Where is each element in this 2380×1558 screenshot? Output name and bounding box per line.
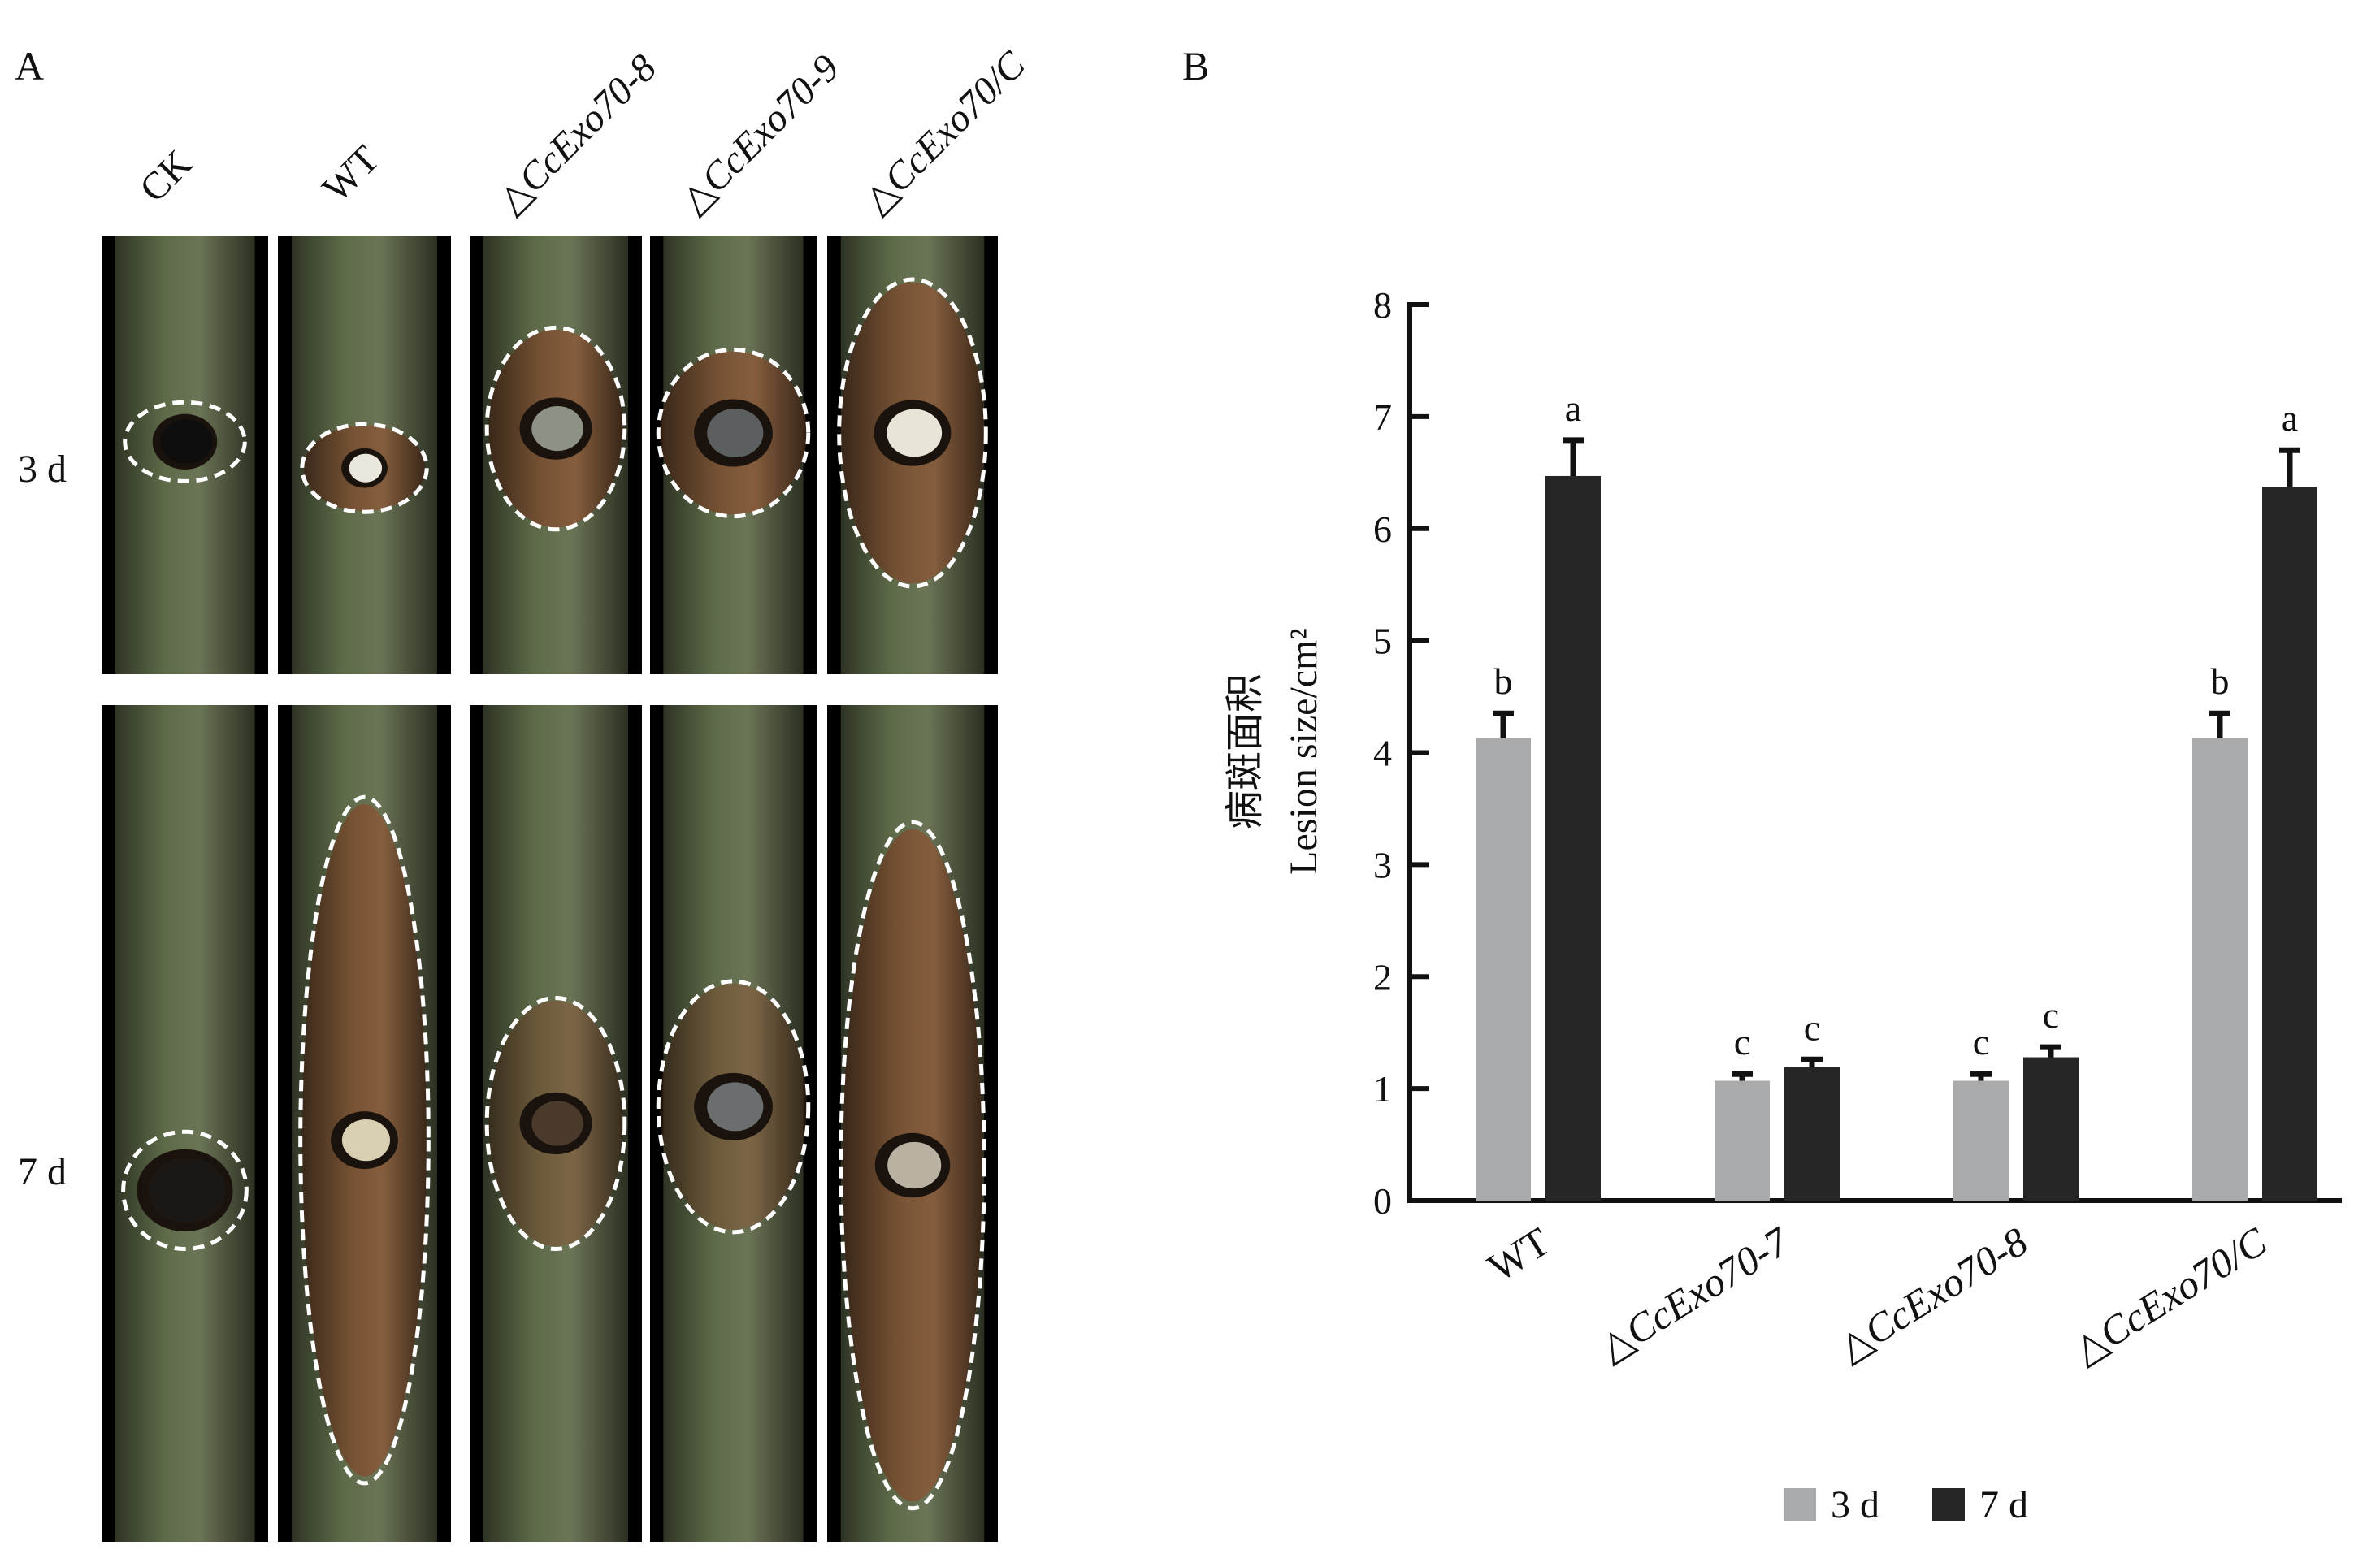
- error-bar: [1493, 710, 1514, 738]
- photo-cell: [102, 236, 268, 674]
- legend-label: 3 d: [1831, 1483, 1879, 1526]
- legend-label: 7 d: [1979, 1483, 2028, 1526]
- y-tick-label: 1: [1373, 1068, 1392, 1110]
- x-tick-label: △CcExo70-7: [1591, 1218, 1798, 1370]
- y-tick-label: 8: [1373, 284, 1392, 326]
- significance-label: c: [1734, 1021, 1750, 1062]
- error-bar: [1801, 1056, 1823, 1067]
- significance-label: b: [2211, 660, 2230, 702]
- significance-label: a: [2282, 397, 2298, 439]
- bar: [2192, 738, 2248, 1201]
- photo-cell: [278, 236, 451, 674]
- photo-cell: [278, 705, 451, 1542]
- photo-panel: A CK WT △CcExo70-8 △CcExo70-9 △CcExo70/C…: [0, 0, 1056, 1554]
- bar: [1953, 1080, 2009, 1201]
- x-tick-label: △CcExo70/C: [2065, 1218, 2274, 1373]
- row-label-3d: 3 d: [18, 448, 67, 491]
- significance-label: b: [1494, 660, 1513, 702]
- photo-cell: [650, 236, 817, 674]
- row-label-7d: 7 d: [18, 1150, 67, 1193]
- y-tick-label: 4: [1373, 733, 1392, 774]
- photo-cell: [470, 236, 642, 674]
- significance-label: c: [1973, 1021, 1989, 1062]
- bar: [1476, 738, 1531, 1201]
- photo-cell: [470, 705, 642, 1542]
- bar: [2262, 487, 2317, 1201]
- legend-swatch: [1932, 1488, 1965, 1521]
- error-bar: [1563, 437, 1584, 476]
- photo-grid: [102, 236, 998, 1542]
- error-bar: [1970, 1071, 1992, 1081]
- bar: [1715, 1080, 1770, 1201]
- error-bar: [2040, 1044, 2061, 1058]
- y-tick-label: 5: [1373, 621, 1392, 662]
- y-tick-label: 3: [1373, 844, 1392, 885]
- error-bar: [2209, 710, 2230, 738]
- y-axis-title: Lesion size/cm²: [1282, 628, 1325, 875]
- error-bar: [1732, 1071, 1753, 1081]
- photo-cell: [102, 705, 268, 1542]
- y-axis-title-cn: 病斑面积: [1224, 673, 1267, 829]
- bar: [1545, 475, 1601, 1201]
- x-tick-label: △CcExo70-8: [1830, 1218, 2035, 1370]
- y-tick-label: 0: [1373, 1180, 1392, 1222]
- x-tick-label: WT: [1480, 1218, 1558, 1291]
- photo-cell: [650, 705, 817, 1542]
- panel-a-letter: A: [15, 43, 45, 89]
- significance-label: c: [2043, 994, 2059, 1036]
- photo-cell: [827, 705, 998, 1542]
- photo-cell: [827, 236, 998, 674]
- panel-b-letter: B: [1182, 43, 1210, 89]
- legend-swatch: [1784, 1488, 1816, 1521]
- bar: [2023, 1057, 2079, 1201]
- y-tick-label: 6: [1373, 509, 1392, 550]
- significance-label: a: [1565, 387, 1581, 429]
- bar: [1784, 1067, 1840, 1201]
- y-tick-label: 7: [1373, 396, 1392, 438]
- y-tick-label: 2: [1373, 956, 1392, 998]
- error-bar: [2279, 447, 2300, 487]
- significance-label: c: [1804, 1006, 1820, 1048]
